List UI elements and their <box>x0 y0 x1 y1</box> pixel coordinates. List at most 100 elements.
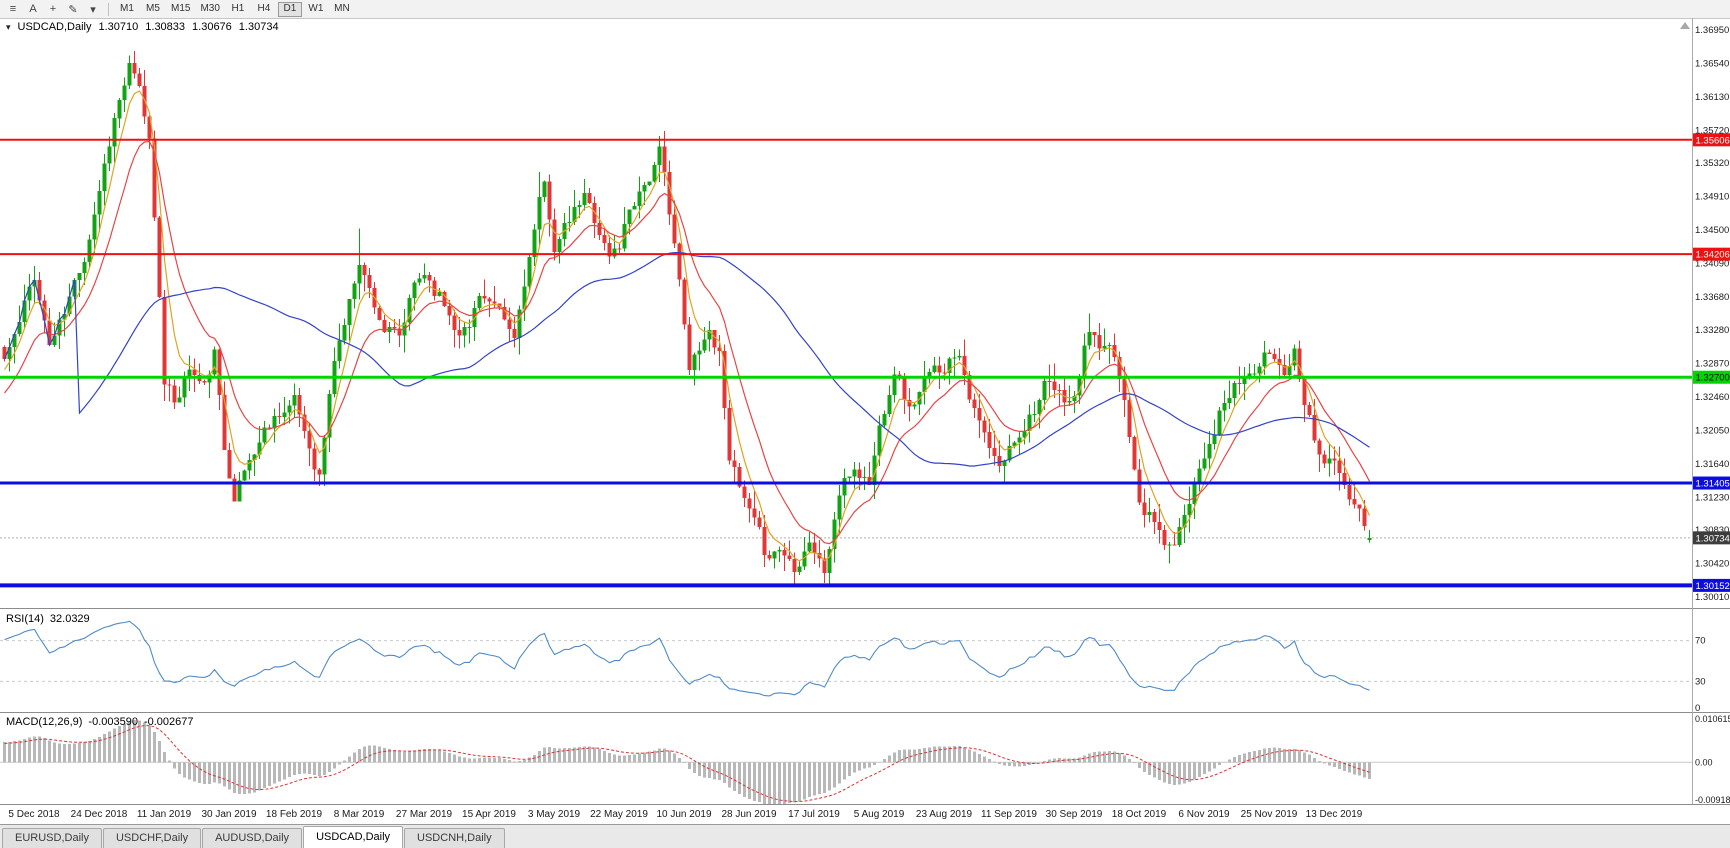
price-axis-label: 1.33280 <box>1695 325 1729 336</box>
date-axis-label: 6 Nov 2019 <box>1178 809 1230 820</box>
date-axis-label: 11 Jan 2019 <box>136 809 192 820</box>
price-axis-label: 1.36950 <box>1695 25 1729 36</box>
macd-main-value: -0.003590 <box>88 716 138 728</box>
timeframe-buttons: M1 M5 M15 M30 H1 H4 D1 W1 MN <box>115 1 354 17</box>
rsi-name: RSI(14) <box>6 613 44 625</box>
candlestick-series <box>2 51 1372 586</box>
date-axis-label: 3 May 2019 <box>527 809 581 820</box>
timeframe-button-m1[interactable]: M1 <box>115 2 139 17</box>
date-axis-label: 18 Oct 2019 <box>1111 809 1167 820</box>
svg-text:1.35606: 1.35606 <box>1696 135 1730 146</box>
price-level-badge: 1.32700 <box>1693 370 1730 384</box>
price-axis-label: 1.36540 <box>1695 58 1729 69</box>
svg-text:1.32700: 1.32700 <box>1696 373 1730 384</box>
price-axis-label: 1.34910 <box>1695 192 1729 203</box>
price-axis-label: 1.35320 <box>1695 158 1729 169</box>
rsi-line <box>4 620 1370 697</box>
timeframe-button-d1[interactable]: D1 <box>277 1 302 17</box>
price-axis-label: 1.32460 <box>1695 392 1729 403</box>
rsi-axis-label: 70 <box>1695 636 1706 647</box>
date-axis-label: 11 Sep 2019 <box>981 809 1037 820</box>
svg-text:1.30734: 1.30734 <box>1696 533 1730 544</box>
price-axis-label: 1.30830 <box>1695 525 1729 536</box>
current-price-badge: 1.30734 <box>1693 531 1730 545</box>
date-axis-label: 30 Jan 2019 <box>201 809 257 820</box>
timeframe-button-mn[interactable]: MN <box>330 2 354 17</box>
date-axis-label: 28 Jun 2019 <box>721 809 777 820</box>
chart-tab-bar: EURUSD,Daily USDCHF,Daily AUDUSD,Daily USDC… <box>0 824 1730 848</box>
macd-axis-label: -0.009181 <box>1695 795 1730 805</box>
date-axis[interactable]: 5 Dec 2018 24 Dec 2018 11 Jan 2019 30 Jan 2… <box>0 806 1730 824</box>
date-axis-label: 15 Apr 2019 <box>462 809 516 820</box>
ohlc-high: 1.30833 <box>145 21 186 33</box>
toolbar-separator <box>108 2 109 16</box>
price-level-badge: 1.31405 <box>1693 476 1730 490</box>
chart-list-icon[interactable]: ≡ <box>9 3 17 15</box>
date-axis-label: 10 Jun 2019 <box>656 809 712 820</box>
moving-averages <box>3 90 1371 562</box>
date-axis-label: 8 Mar 2019 <box>333 809 385 820</box>
rsi-value: 32.0329 <box>49 613 90 625</box>
price-level-badge: 1.34206 <box>1693 247 1730 261</box>
macd-label: MACD(12,26,9) -0.003590 -0.002677 <box>6 716 194 728</box>
macd-signal-value: -0.002677 <box>143 716 194 728</box>
price-axis-label: 1.34500 <box>1695 225 1729 236</box>
price-level-badge: 1.35606 <box>1693 133 1730 147</box>
ohlc-close: 1.30734 <box>238 21 279 33</box>
ohlc-low: 1.30676 <box>192 21 232 33</box>
chart-symbol-label: USDCAD,Daily <box>17 21 92 33</box>
timeframe-button-h1[interactable]: H1 <box>226 2 250 17</box>
one-click-trading-arrow[interactable]: ▾ <box>6 21 11 32</box>
date-axis-label: 27 Mar 2019 <box>395 809 453 820</box>
price-axis-label: 1.34090 <box>1695 259 1729 270</box>
chart-tab-usdcnh[interactable]: USDCNH,Daily <box>404 828 505 848</box>
chart-canvas[interactable]: 1.36950 1.36540 1.36130 1.35720 1.35320 1.349… <box>0 18 1730 806</box>
date-axis-label: 25 Nov 2019 <box>1240 809 1298 820</box>
draw-tools-icon[interactable]: ✎ <box>68 3 78 16</box>
chart-tab-usdcad[interactable]: USDCAD,Daily <box>303 826 404 848</box>
timeframe-button-m30[interactable]: M30 <box>196 2 223 17</box>
toolbar: ≡ A + ✎ ▾ M1 M5 M15 M30 H1 H4 D1 W1 MN <box>0 0 1730 19</box>
date-axis-label: 18 Feb 2019 <box>265 809 323 820</box>
ohlc-open: 1.30710 <box>98 21 139 33</box>
price-axis-label: 1.30010 <box>1695 592 1729 603</box>
macd-axis-label: 0.00 <box>1695 757 1713 767</box>
toolbar-icons: ≡ A + ✎ ▾ <box>4 2 102 17</box>
price-axis-label: 1.31640 <box>1695 459 1729 470</box>
macd-histogram <box>3 720 1371 804</box>
svg-text:1.31405: 1.31405 <box>1696 479 1730 490</box>
chart-tab-eurusd[interactable]: EURUSD,Daily <box>2 828 102 848</box>
price-level-badge: 1.30152 <box>1693 578 1730 592</box>
price-axis-label: 1.32870 <box>1695 358 1729 369</box>
price-axis-label: 1.30420 <box>1695 559 1729 570</box>
macd-signal-line <box>4 725 1370 802</box>
date-axis-label: 24 Dec 2018 <box>70 809 128 820</box>
draw-tools-caret-icon[interactable]: ▾ <box>90 3 96 16</box>
crosshair-icon[interactable]: + <box>49 3 57 15</box>
timeframe-button-h4[interactable]: H4 <box>252 2 276 17</box>
svg-text:1.30152: 1.30152 <box>1696 581 1730 592</box>
chart-tab-usdchf[interactable]: USDCHF,Daily <box>102 828 202 848</box>
chart-shift-marker <box>1680 22 1690 29</box>
macd-axis-label: 0.010615 <box>1695 714 1730 724</box>
ma-fast-line <box>4 90 1371 562</box>
date-axis-label: 22 May 2019 <box>590 809 648 820</box>
svg-text:1.34206: 1.34206 <box>1696 250 1730 261</box>
price-axis-label: 1.33680 <box>1695 292 1729 303</box>
price-axis-label: 1.36130 <box>1695 92 1729 103</box>
price-axis-label: 1.31230 <box>1695 492 1729 503</box>
date-axis-label: 5 Dec 2018 <box>8 809 60 820</box>
chart-tab-audusd[interactable]: AUDUSD,Daily <box>202 828 303 848</box>
timeframe-button-w1[interactable]: W1 <box>304 2 328 17</box>
date-axis-label: 30 Sep 2019 <box>1045 809 1103 820</box>
chart-ohlc-header: ▾ USDCAD,Daily 1.30710 1.30833 1.30676 1… <box>6 21 279 33</box>
rsi-axis-label: 0 <box>1695 703 1700 714</box>
timeframe-button-m15[interactable]: M15 <box>167 2 194 17</box>
price-axis-label: 1.35720 <box>1695 125 1729 136</box>
text-annotation-icon[interactable]: A <box>29 3 37 15</box>
timeframe-button-m5[interactable]: M5 <box>141 2 165 17</box>
ma-slow-line <box>3 252 1370 467</box>
rsi-label: RSI(14) 32.0329 <box>6 613 90 625</box>
price-axis-label: 1.32050 <box>1695 425 1729 436</box>
